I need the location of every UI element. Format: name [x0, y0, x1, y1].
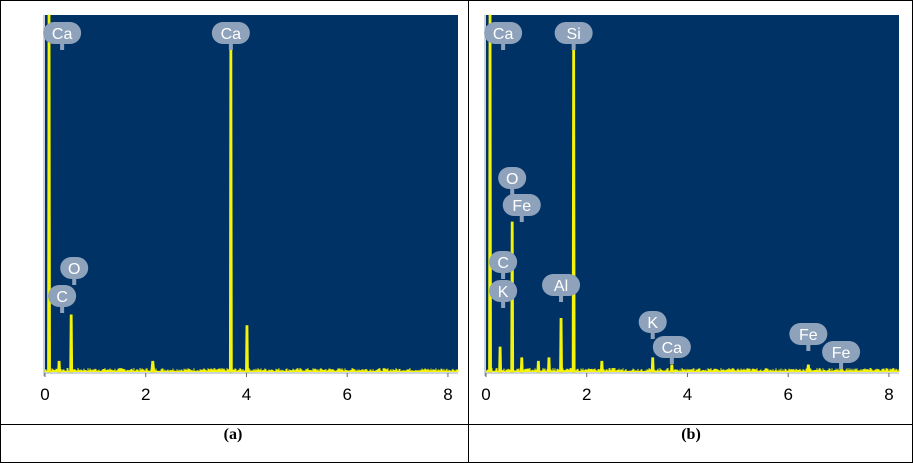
element-label-bubble	[789, 323, 828, 345]
element-label-bubble	[542, 274, 581, 296]
element-label-text: Ca	[493, 26, 514, 43]
eds-spectrum-a: 0 2 4 6 8 Ca Ca OC	[40, 14, 459, 404]
element-label-bubble	[502, 194, 541, 216]
element-label-text: C	[497, 255, 509, 272]
element-label-pointer	[571, 43, 576, 50]
frame-left-border	[0, 0, 1, 463]
element-label-pointer	[72, 278, 77, 285]
element-label-text: Si	[567, 26, 581, 43]
element-label: Fe	[822, 341, 861, 369]
spectrum-peak	[488, 14, 492, 373]
element-label: Al	[542, 274, 581, 302]
element-label-text: O	[68, 261, 80, 278]
element-label-text: Fe	[512, 198, 531, 215]
spectrum-peak	[669, 364, 674, 373]
x-tick-label: 6	[783, 385, 792, 404]
element-label: Si	[554, 22, 593, 50]
element-label-pointer	[60, 43, 65, 50]
element-label-text: Ca	[662, 340, 683, 357]
element-label-bubble	[211, 22, 250, 44]
element-label-pointer	[519, 215, 524, 222]
caption-row-divider	[0, 424, 913, 425]
element-label-bubble	[489, 280, 518, 302]
element-label-bubble	[822, 341, 861, 363]
element-label: Ca	[652, 336, 691, 364]
element-label-pointer	[501, 301, 506, 308]
element-label-pointer	[806, 344, 811, 351]
element-label-bubble	[484, 22, 523, 44]
spectrum-peak	[547, 357, 551, 373]
caption-b: (b)	[681, 426, 701, 443]
x-tick-label: 8	[443, 385, 452, 404]
spectrum-peak	[69, 314, 74, 373]
spectrum-peak	[245, 325, 249, 373]
spectrum-peak	[228, 39, 233, 373]
element-label-text: Ca	[52, 26, 73, 43]
x-tick-label: 0	[481, 385, 490, 404]
element-label-bubble	[498, 167, 527, 189]
spectrum-peak	[498, 346, 503, 373]
element-label: O	[60, 257, 89, 285]
element-label-pointer	[839, 362, 844, 369]
element-label-pointer	[669, 357, 674, 364]
frame-top-border	[0, 0, 913, 1]
element-label: K	[489, 280, 518, 308]
element-label-text: O	[506, 171, 518, 188]
element-label: O	[498, 167, 527, 195]
spectrum-peak	[806, 364, 811, 373]
spectrum-peak	[650, 357, 655, 373]
spectrum-peak	[559, 318, 563, 373]
element-label-text: Al	[554, 278, 568, 295]
x-tick-label: 4	[242, 385, 251, 404]
spectrum-peak	[519, 357, 524, 373]
x-tick-label: 4	[683, 385, 692, 404]
element-label-bubble	[43, 22, 82, 44]
element-label-pointer	[510, 188, 515, 195]
spectrum-peak	[47, 14, 51, 373]
element-label-bubble	[638, 311, 667, 333]
element-label-text: Ca	[221, 26, 242, 43]
element-label-text: K	[498, 284, 509, 301]
plot-background	[486, 15, 899, 372]
element-label: Ca	[484, 22, 523, 50]
spectrum-peak	[536, 360, 541, 373]
element-label-text: K	[647, 315, 658, 332]
panel-divider	[468, 0, 469, 463]
element-label-pointer	[60, 306, 65, 313]
x-tick-label: 0	[40, 385, 49, 404]
x-tick-label: 6	[342, 385, 351, 404]
element-label-pointer	[559, 295, 564, 302]
element-label-pointer	[501, 272, 506, 279]
element-label-pointer	[501, 43, 506, 50]
element-label: Ca	[43, 22, 82, 50]
element-label-bubble	[554, 22, 593, 44]
x-tick-label: 2	[582, 385, 591, 404]
x-tick-label: 2	[141, 385, 150, 404]
spectrum-peak	[57, 360, 62, 373]
element-label-text: Fe	[799, 327, 818, 344]
element-label-bubble	[652, 336, 691, 358]
element-label-pointer	[650, 332, 655, 339]
element-label-bubble	[48, 285, 77, 307]
element-label-bubble	[60, 257, 89, 279]
element-label: C	[489, 251, 518, 279]
caption-a: (a)	[223, 426, 243, 443]
spectrum-peak	[571, 43, 576, 373]
element-label-bubble	[489, 251, 518, 273]
element-label: Ca	[211, 22, 250, 50]
x-tick-label: 8	[884, 385, 893, 404]
element-label-pointer	[228, 43, 233, 50]
element-label-text: Fe	[832, 345, 851, 362]
element-label: Fe	[789, 323, 828, 351]
element-label: K	[638, 311, 667, 339]
element-label: Fe	[502, 194, 541, 222]
plot-background	[45, 15, 458, 372]
element-label: C	[48, 285, 77, 313]
spectrum-peak	[150, 360, 156, 373]
spectrum-peak	[599, 360, 604, 373]
element-label-text: C	[56, 289, 68, 306]
